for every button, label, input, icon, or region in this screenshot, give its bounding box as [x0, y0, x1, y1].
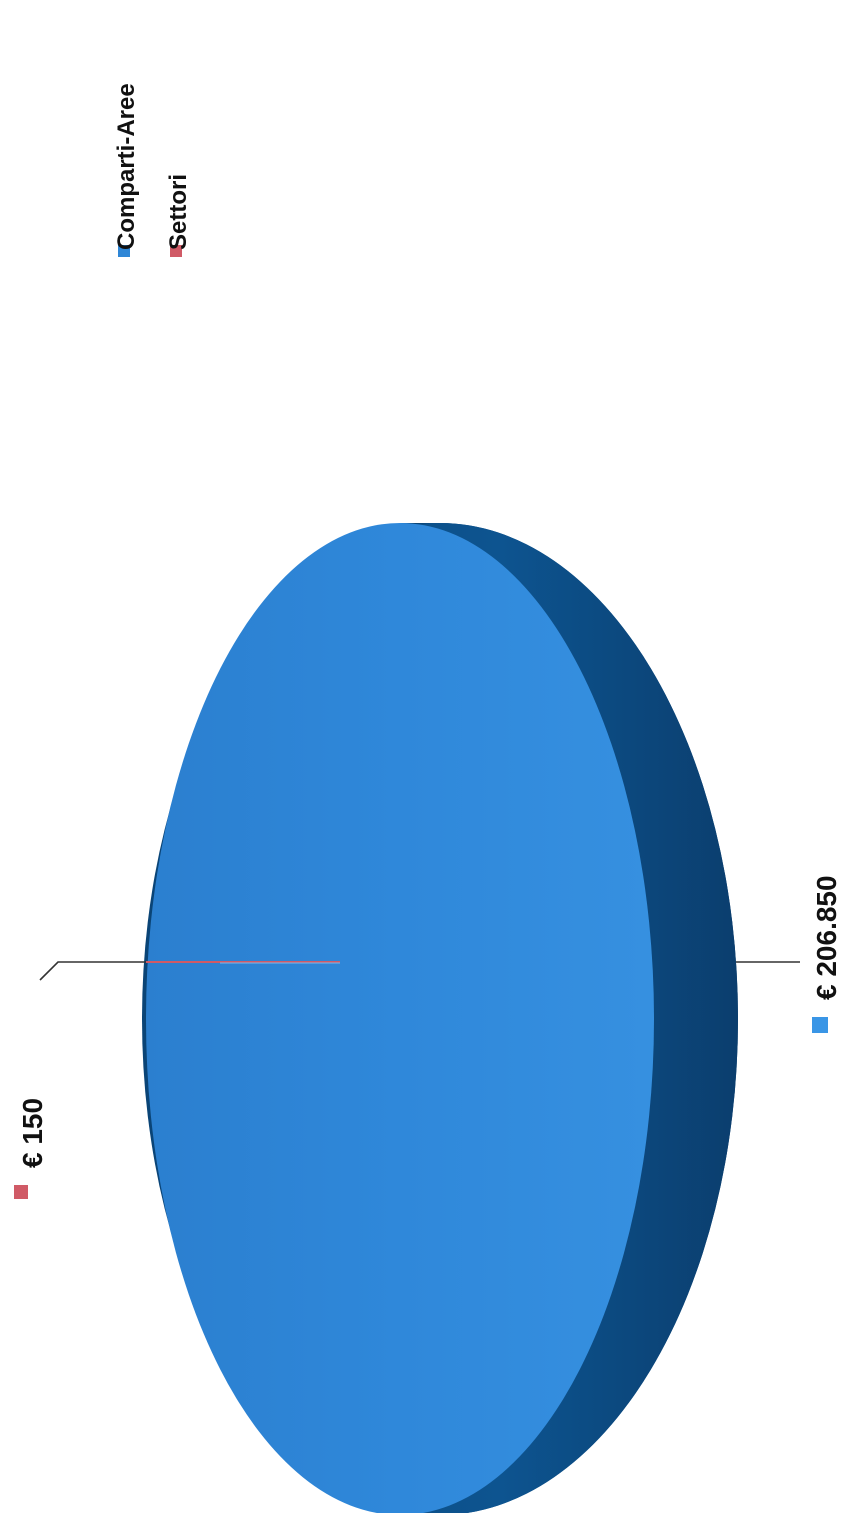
data-label-text-settori: € 150 [17, 1098, 48, 1168]
leader-line-settori [39, 961, 146, 981]
data-label-text-comparti-aree: € 206.850 [811, 875, 842, 1000]
pie-3d-body [142, 523, 738, 1515]
legend-label-comparti-aree: Comparti-Aree [113, 83, 140, 250]
legend: Comparti-Aree Settori [113, 83, 192, 257]
legend-entry-settori: Settori [165, 174, 192, 257]
legend-swatch-comparti-aree [118, 245, 130, 257]
data-label-swatch-settori [14, 1185, 28, 1199]
data-label-swatch-comparti-aree [812, 1017, 828, 1033]
data-label-comparti-aree: € 206.850 [811, 875, 842, 1033]
legend-swatch-settori [170, 245, 182, 257]
legend-entry-comparti-aree: Comparti-Aree [113, 83, 140, 257]
pie-top-face-comparti-aree [146, 523, 654, 1515]
data-label-settori: € 150 [14, 1098, 48, 1199]
legend-label-settori: Settori [165, 174, 192, 250]
